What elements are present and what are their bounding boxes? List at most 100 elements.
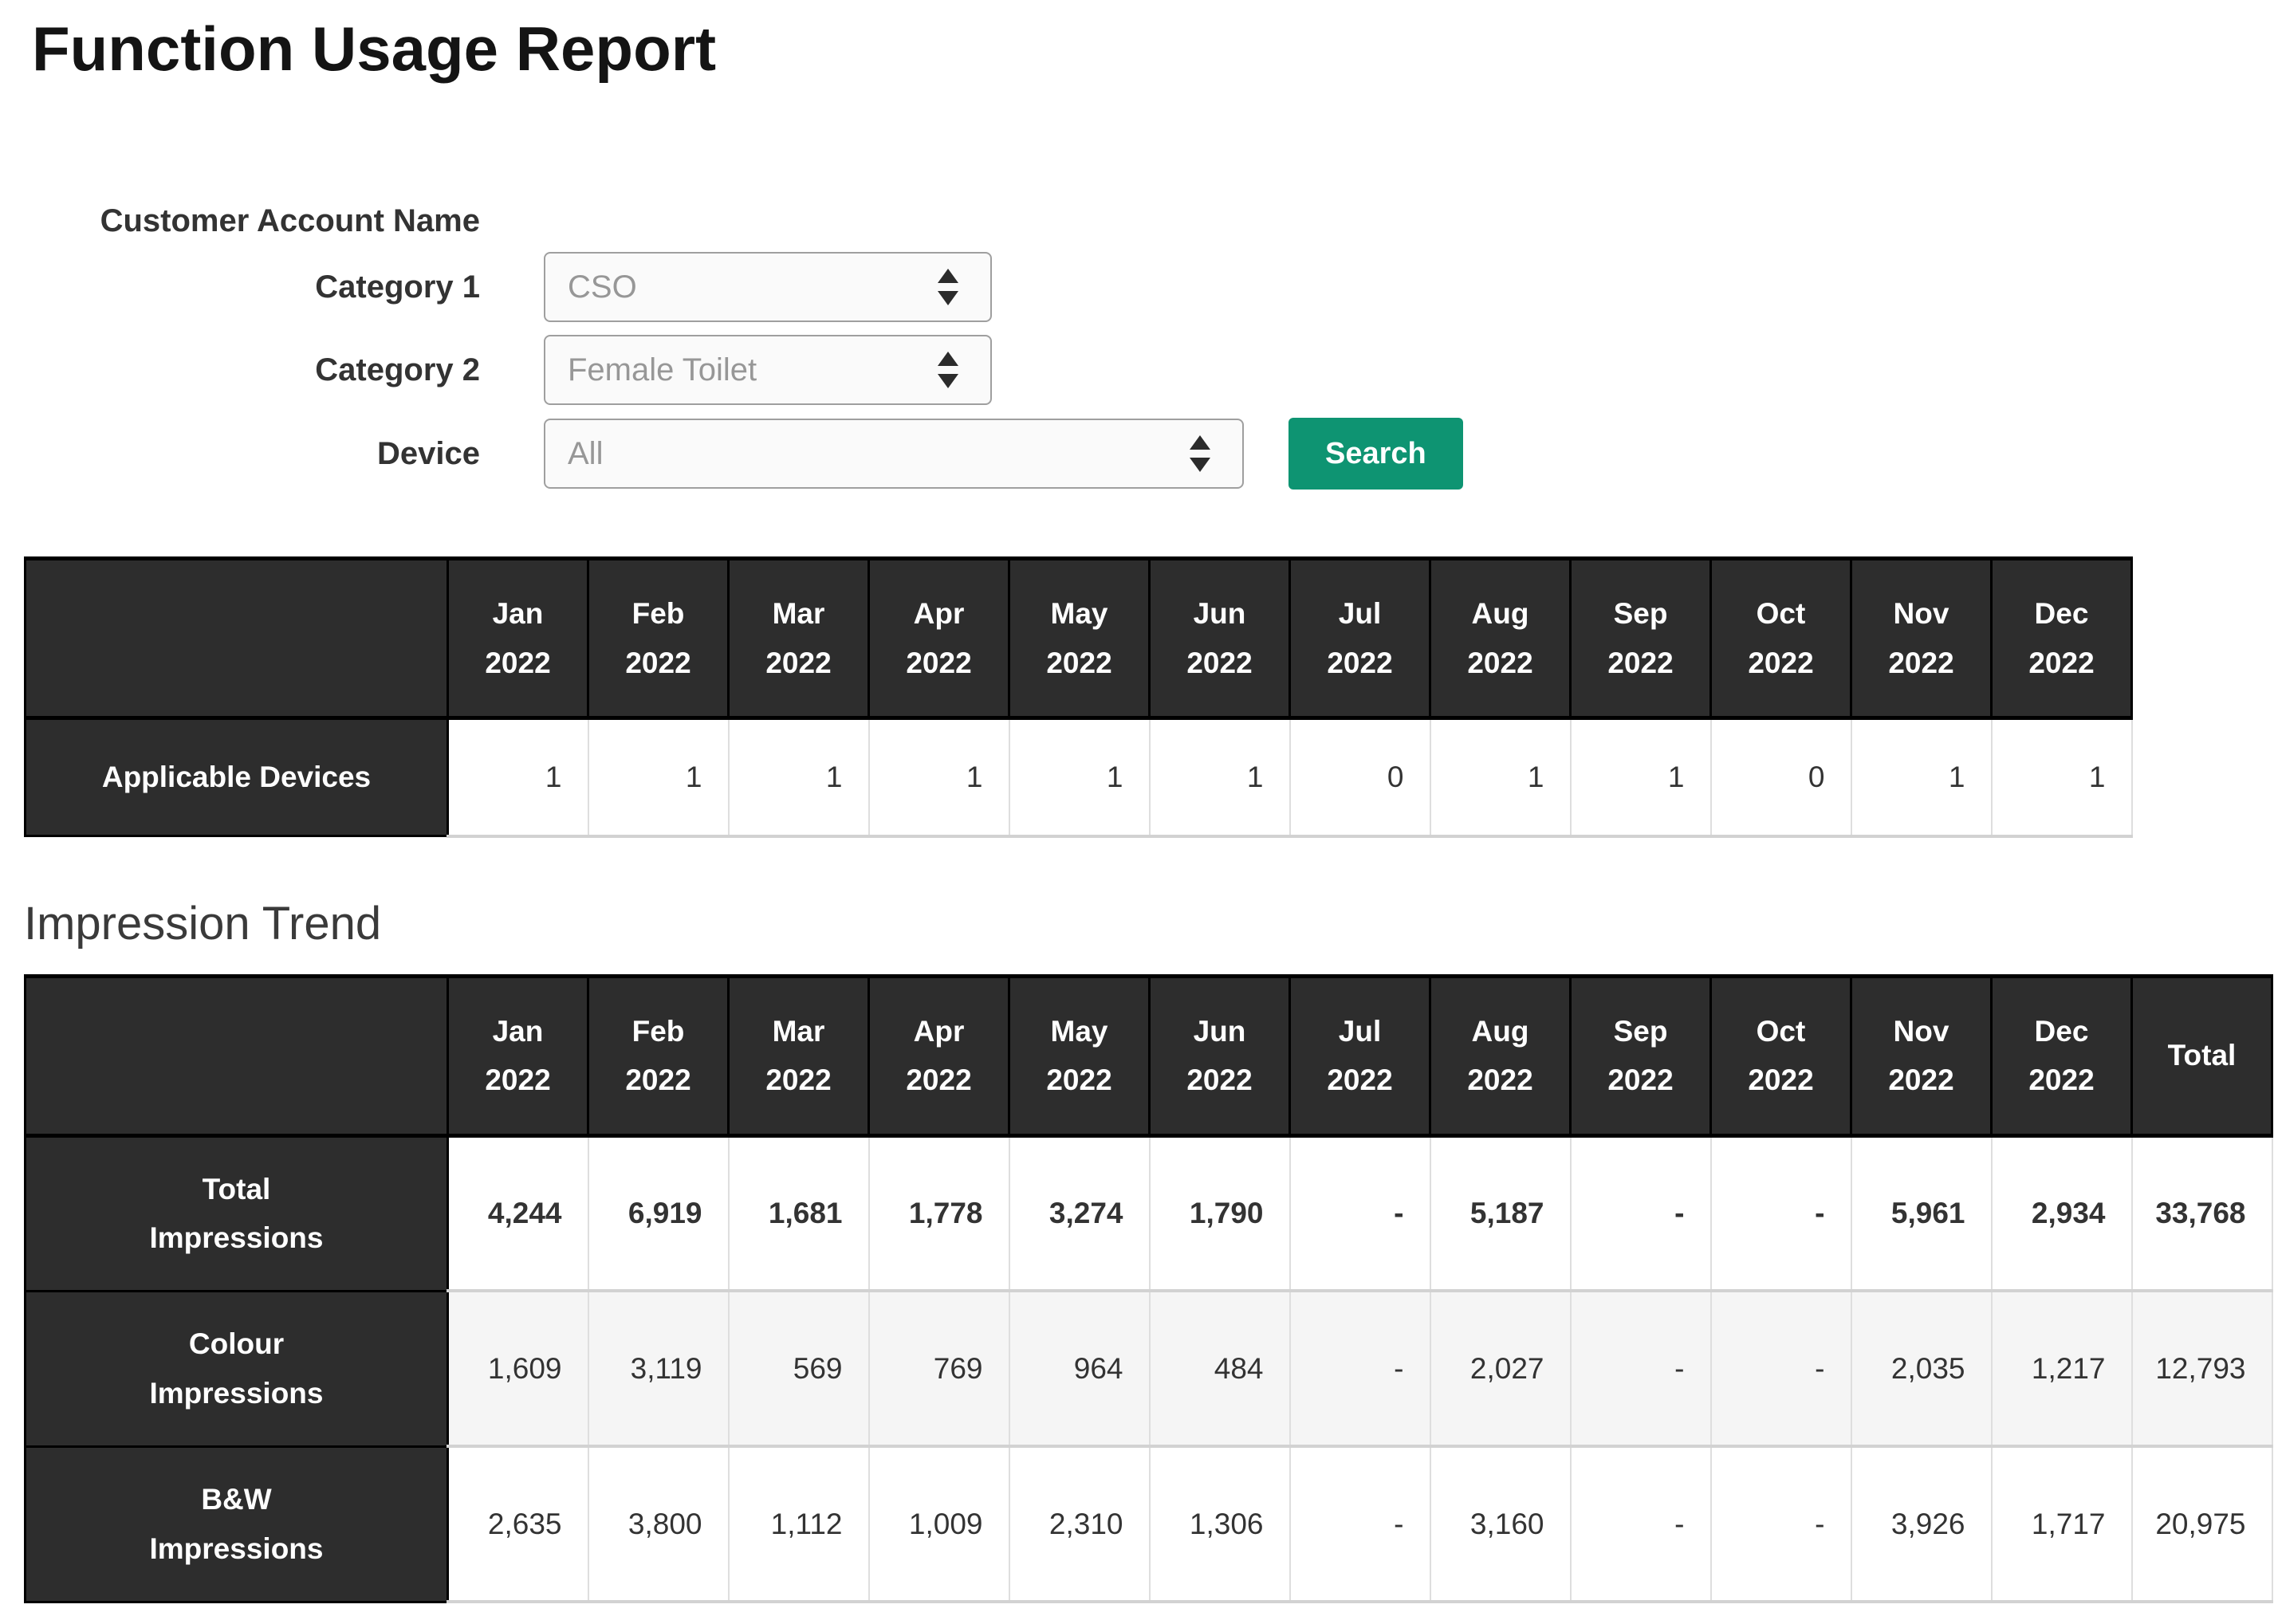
impressions-cell: - bbox=[1288, 1134, 1431, 1292]
month-header-cell: Jun 2022 bbox=[1148, 556, 1291, 720]
month-header-cell: Dec 2022 bbox=[1990, 556, 2133, 720]
month-header-cell: Sep 2022 bbox=[1569, 556, 1712, 720]
page-title: Function Usage Report bbox=[32, 14, 717, 84]
devices-cell: 1 bbox=[1850, 717, 1993, 838]
impressions-cell: 3,926 bbox=[1850, 1445, 1993, 1603]
devices-cell: 1 bbox=[1569, 717, 1712, 838]
applicable-devices-table: Jan 2022 Feb 2022 Mar 2022 Apr 2022 May … bbox=[24, 556, 2133, 838]
row-header-total-impressions: Total Impressions bbox=[24, 1134, 449, 1292]
category1-value: CSO bbox=[568, 269, 637, 305]
device-value: All bbox=[568, 435, 604, 471]
impressions-cell: 1,112 bbox=[727, 1445, 870, 1603]
devices-cell: 1 bbox=[727, 717, 870, 838]
impressions-cell: 1,009 bbox=[868, 1445, 1010, 1603]
month-header-cell: Sep 2022 bbox=[1569, 973, 1712, 1138]
month-header-cell: Jan 2022 bbox=[447, 556, 589, 720]
category1-label: Category 1 bbox=[315, 269, 480, 305]
select-spinner-icon bbox=[938, 352, 958, 388]
impressions-cell: 569 bbox=[727, 1290, 870, 1448]
impressions-cell: - bbox=[1569, 1290, 1712, 1448]
month-header-cell: Feb 2022 bbox=[587, 556, 730, 720]
impressions-cell: 1,778 bbox=[868, 1134, 1010, 1292]
impressions-cell: 3,800 bbox=[587, 1445, 730, 1603]
impressions-cell: 2,035 bbox=[1850, 1290, 1993, 1448]
devices-cell: 1 bbox=[587, 717, 730, 838]
devices-cell: 1 bbox=[1148, 717, 1291, 838]
month-header-cell: Apr 2022 bbox=[868, 973, 1010, 1138]
impressions-cell: 1,306 bbox=[1148, 1445, 1291, 1603]
impressions-cell: - bbox=[1709, 1445, 1852, 1603]
impressions-cell: 1,790 bbox=[1148, 1134, 1291, 1292]
month-header-cell: May 2022 bbox=[1008, 973, 1151, 1138]
month-header-cell: Apr 2022 bbox=[868, 556, 1010, 720]
impressions-cell: 1,681 bbox=[727, 1134, 870, 1292]
customer-account-label: Customer Account Name bbox=[100, 203, 480, 238]
devices-cell: 1 bbox=[1429, 717, 1572, 838]
month-header-cell: Feb 2022 bbox=[587, 973, 730, 1138]
filter-form: Customer Account Name Category 1 CSO Cat… bbox=[0, 203, 2274, 490]
impressions-cell: 2,934 bbox=[1990, 1134, 2133, 1292]
impressions-cell: 2,027 bbox=[1429, 1290, 1572, 1448]
month-header-cell: May 2022 bbox=[1008, 556, 1151, 720]
devices-cell: 0 bbox=[1709, 717, 1852, 838]
category2-select[interactable]: Female Toilet bbox=[544, 335, 992, 405]
devices-cell: 1 bbox=[447, 717, 589, 838]
devices-cell: 0 bbox=[1288, 717, 1431, 838]
row-header-applicable-devices: Applicable Devices bbox=[24, 717, 449, 837]
month-header-cell: Mar 2022 bbox=[727, 556, 870, 720]
applicable-devices-row: Applicable Devices 1 1 1 1 1 1 0 1 1 0 1… bbox=[24, 717, 2133, 838]
total-header-cell: Total bbox=[2130, 973, 2273, 1138]
search-button[interactable]: Search bbox=[1288, 418, 1463, 490]
impressions-total-cell: 33,768 bbox=[2130, 1134, 2273, 1292]
month-header-cell: Jul 2022 bbox=[1288, 973, 1431, 1138]
impressions-cell: 2,635 bbox=[447, 1445, 589, 1603]
impressions-cell: - bbox=[1709, 1290, 1852, 1448]
month-header-cell: Jul 2022 bbox=[1288, 556, 1431, 720]
month-header-cell: Oct 2022 bbox=[1709, 973, 1852, 1138]
impressions-cell: 1,717 bbox=[1990, 1445, 2133, 1603]
device-select[interactable]: All bbox=[544, 419, 1244, 489]
impressions-cell: - bbox=[1569, 1445, 1712, 1603]
impressions-cell: 5,961 bbox=[1850, 1134, 1993, 1292]
impressions-total-cell: 12,793 bbox=[2130, 1290, 2273, 1448]
impressions-cell: - bbox=[1709, 1134, 1852, 1292]
colour-impressions-row: Colour Impressions 1,609 3,119 569 769 9… bbox=[24, 1289, 2273, 1448]
impressions-cell: 484 bbox=[1148, 1290, 1291, 1448]
row-header-bw-impressions: B&W Impressions bbox=[24, 1445, 449, 1603]
devices-cell: 1 bbox=[868, 717, 1010, 838]
category1-select[interactable]: CSO bbox=[544, 252, 992, 322]
impressions-cell: 3,119 bbox=[587, 1290, 730, 1448]
impressions-cell: 2,310 bbox=[1008, 1445, 1151, 1603]
total-impressions-row: Total Impressions 4,244 6,919 1,681 1,77… bbox=[24, 1134, 2273, 1292]
devices-cell: 1 bbox=[1990, 717, 2133, 838]
row-header-colour-impressions: Colour Impressions bbox=[24, 1289, 449, 1448]
month-header-cell: Nov 2022 bbox=[1850, 556, 1993, 720]
impressions-cell: 6,919 bbox=[587, 1134, 730, 1292]
impression-trend-heading: Impression Trend bbox=[24, 897, 382, 950]
impressions-cell: - bbox=[1569, 1134, 1712, 1292]
impressions-cell: 1,217 bbox=[1990, 1290, 2133, 1448]
month-header-row: Jan 2022 Feb 2022 Mar 2022 Apr 2022 May … bbox=[24, 556, 2133, 720]
impressions-cell: 1,609 bbox=[447, 1290, 589, 1448]
impressions-cell: 964 bbox=[1008, 1290, 1151, 1448]
impressions-total-cell: 20,975 bbox=[2130, 1445, 2273, 1603]
category2-value: Female Toilet bbox=[568, 352, 757, 387]
table-corner-cell bbox=[24, 973, 449, 1138]
impressions-cell: - bbox=[1288, 1445, 1431, 1603]
month-header-cell: Aug 2022 bbox=[1429, 556, 1572, 720]
month-header-cell: Jun 2022 bbox=[1148, 973, 1291, 1138]
table-corner-cell bbox=[24, 556, 449, 720]
impression-trend-table: Jan 2022 Feb 2022 Mar 2022 Apr 2022 May … bbox=[24, 973, 2273, 1603]
impressions-cell: 3,274 bbox=[1008, 1134, 1151, 1292]
category2-label: Category 2 bbox=[315, 352, 480, 387]
month-header-cell: Mar 2022 bbox=[727, 973, 870, 1138]
month-header-cell: Oct 2022 bbox=[1709, 556, 1852, 720]
select-spinner-icon bbox=[938, 269, 958, 305]
select-spinner-icon bbox=[1190, 435, 1210, 472]
month-header-cell: Nov 2022 bbox=[1850, 973, 1993, 1138]
impressions-cell: 4,244 bbox=[447, 1134, 589, 1292]
bw-impressions-row: B&W Impressions 2,635 3,800 1,112 1,009 … bbox=[24, 1445, 2273, 1603]
month-header-cell: Aug 2022 bbox=[1429, 973, 1572, 1138]
month-header-cell: Dec 2022 bbox=[1990, 973, 2133, 1138]
device-label: Device bbox=[377, 435, 480, 471]
